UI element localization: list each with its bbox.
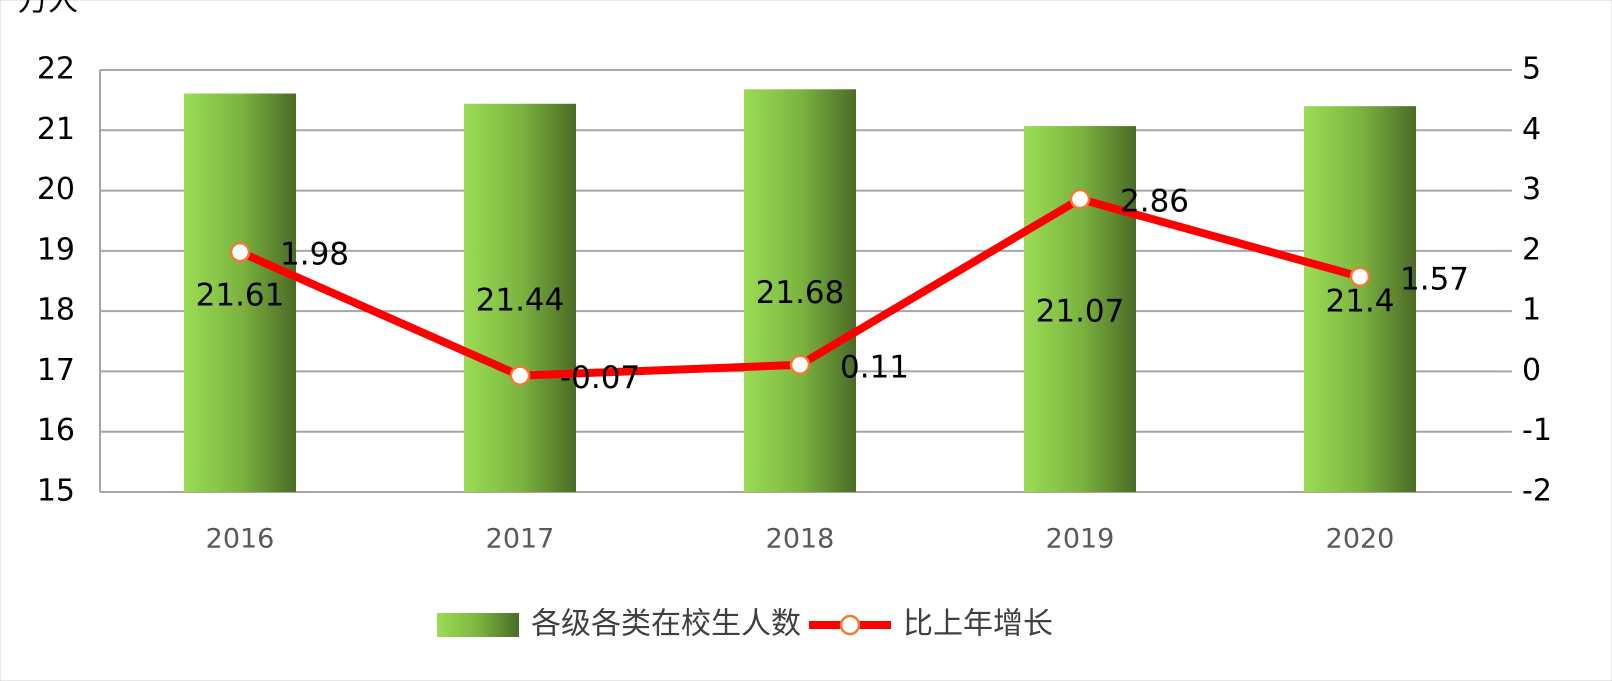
y2-tick-label: 1 xyxy=(1522,293,1541,328)
y2-tick-label: 3 xyxy=(1522,172,1541,207)
bar-value-label: 21.4 xyxy=(1325,284,1394,320)
bar xyxy=(1304,106,1416,493)
line-marker xyxy=(1349,266,1371,288)
x-tick-label: 2016 xyxy=(206,524,275,555)
legend-label: 各级各类在校生人数 xyxy=(531,607,801,642)
bar xyxy=(1024,126,1136,493)
legend-swatch xyxy=(437,613,519,637)
line-marker xyxy=(229,241,251,263)
line-value-label: -0.07 xyxy=(560,360,640,396)
bar-value-label: 21.61 xyxy=(196,277,285,313)
line-value-label: 2.86 xyxy=(1120,184,1189,220)
x-tick-label: 2018 xyxy=(766,524,835,555)
x-tick-label: 2019 xyxy=(1046,524,1115,555)
legend-label: 比上年增长 xyxy=(903,607,1053,642)
bar-value-label: 21.07 xyxy=(1036,294,1125,330)
line-value-label: 1.57 xyxy=(1400,261,1469,297)
y2-tick-label: 5 xyxy=(1522,52,1541,87)
bar-value-label: 21.68 xyxy=(756,275,845,311)
y-axis-unit: 万人 xyxy=(18,0,78,19)
bar xyxy=(744,89,856,492)
bar xyxy=(464,103,576,492)
bar-value-label: 21.44 xyxy=(476,282,565,318)
line-value-label: 0.11 xyxy=(840,349,909,385)
y2-tick-label: 2 xyxy=(1522,232,1541,267)
y2-tick-label: 4 xyxy=(1522,112,1541,147)
y-tick-label: 22 xyxy=(37,52,75,87)
y2-tick-label: -2 xyxy=(1522,474,1552,509)
line-marker xyxy=(789,354,811,376)
line-value-label: 1.98 xyxy=(280,237,349,273)
x-tick-label: 2017 xyxy=(486,524,555,555)
x-tick-label: 2020 xyxy=(1326,524,1395,555)
y-tick-label: 18 xyxy=(37,293,75,328)
y-tick-label: 19 xyxy=(37,232,75,267)
y-tick-label: 21 xyxy=(37,112,75,147)
line-marker xyxy=(509,365,531,386)
y2-tick-label: -1 xyxy=(1522,413,1552,448)
bar xyxy=(184,93,296,493)
line-marker xyxy=(1069,188,1091,210)
y-tick-label: 15 xyxy=(37,474,75,509)
y-tick-label: 16 xyxy=(37,413,75,448)
y2-tick-label: 0 xyxy=(1522,353,1541,388)
y-tick-label: 17 xyxy=(37,353,75,388)
y-tick-label: 20 xyxy=(37,172,75,207)
legend-marker xyxy=(839,614,861,636)
